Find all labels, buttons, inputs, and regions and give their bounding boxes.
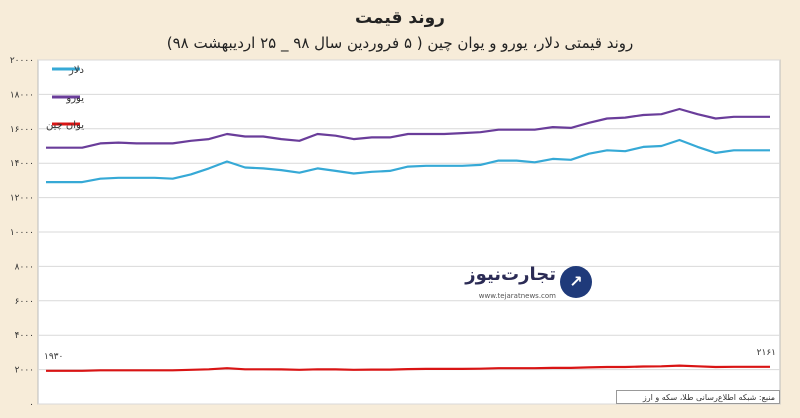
logo-domain: www.tejaratnews.com	[478, 292, 556, 300]
series-line-2	[46, 364, 770, 372]
y-tick-label: ۰	[29, 400, 34, 410]
series-line-1	[46, 107, 770, 149]
watermark-logo: تجارت‌نیوز www.tejaratnews.com ↗	[456, 262, 596, 310]
y-tick-label: ۲۰۰۰۰	[10, 56, 34, 66]
data-label-last: ۲۱۶۱	[757, 348, 776, 358]
y-tick-label: ۱۶۰۰۰	[10, 125, 34, 135]
logo-name: تجارت‌نیوز	[465, 264, 556, 285]
data-label-first: ۱۹۳۰	[44, 352, 63, 362]
legend-label: دلار	[68, 65, 84, 76]
y-tick-label: ۸۰۰۰	[15, 262, 34, 272]
y-tick-label: ۶۰۰۰	[15, 297, 34, 307]
series-line-0	[46, 138, 770, 184]
y-tick-label: ۴۰۰۰	[15, 331, 34, 341]
source-note: منبع: شبکه اطلاع‌رسانی طلا، سکه و ارز	[616, 390, 780, 404]
y-tick-label: ۱۰۰۰۰	[10, 228, 34, 238]
legend-label: یورو	[65, 93, 84, 104]
chart-subtitle: روند قیمتی دلار، یورو و یوان چین ( ۵ فرو…	[166, 34, 634, 52]
logo-arrow-icon: ↗	[560, 266, 592, 298]
legend-label: یوان چین	[46, 120, 84, 131]
y-tick-label: ۱۸۰۰۰	[10, 90, 34, 100]
y-tick-label: ۱۲۰۰۰	[10, 194, 34, 204]
y-tick-label: ۱۴۰۰۰	[10, 159, 34, 169]
chart-title: روند قیمت	[355, 8, 445, 28]
y-tick-label: ۲۰۰۰	[15, 366, 34, 376]
